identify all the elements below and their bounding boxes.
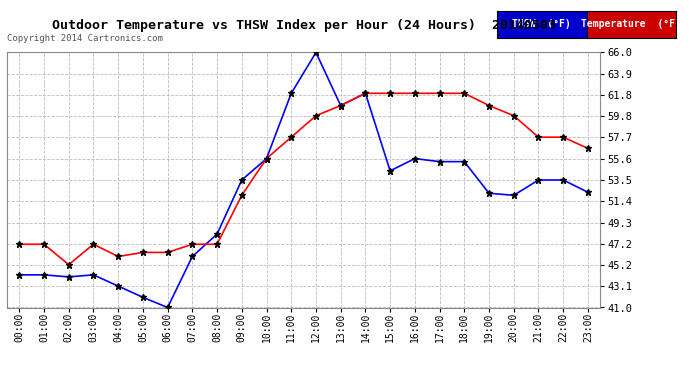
Text: Temperature  (°F): Temperature (°F) <box>582 20 681 29</box>
Text: THSW  (°F): THSW (°F) <box>512 20 571 29</box>
Text: Outdoor Temperature vs THSW Index per Hour (24 Hours)  20140503: Outdoor Temperature vs THSW Index per Ho… <box>52 19 555 32</box>
Text: Copyright 2014 Cartronics.com: Copyright 2014 Cartronics.com <box>7 34 163 43</box>
